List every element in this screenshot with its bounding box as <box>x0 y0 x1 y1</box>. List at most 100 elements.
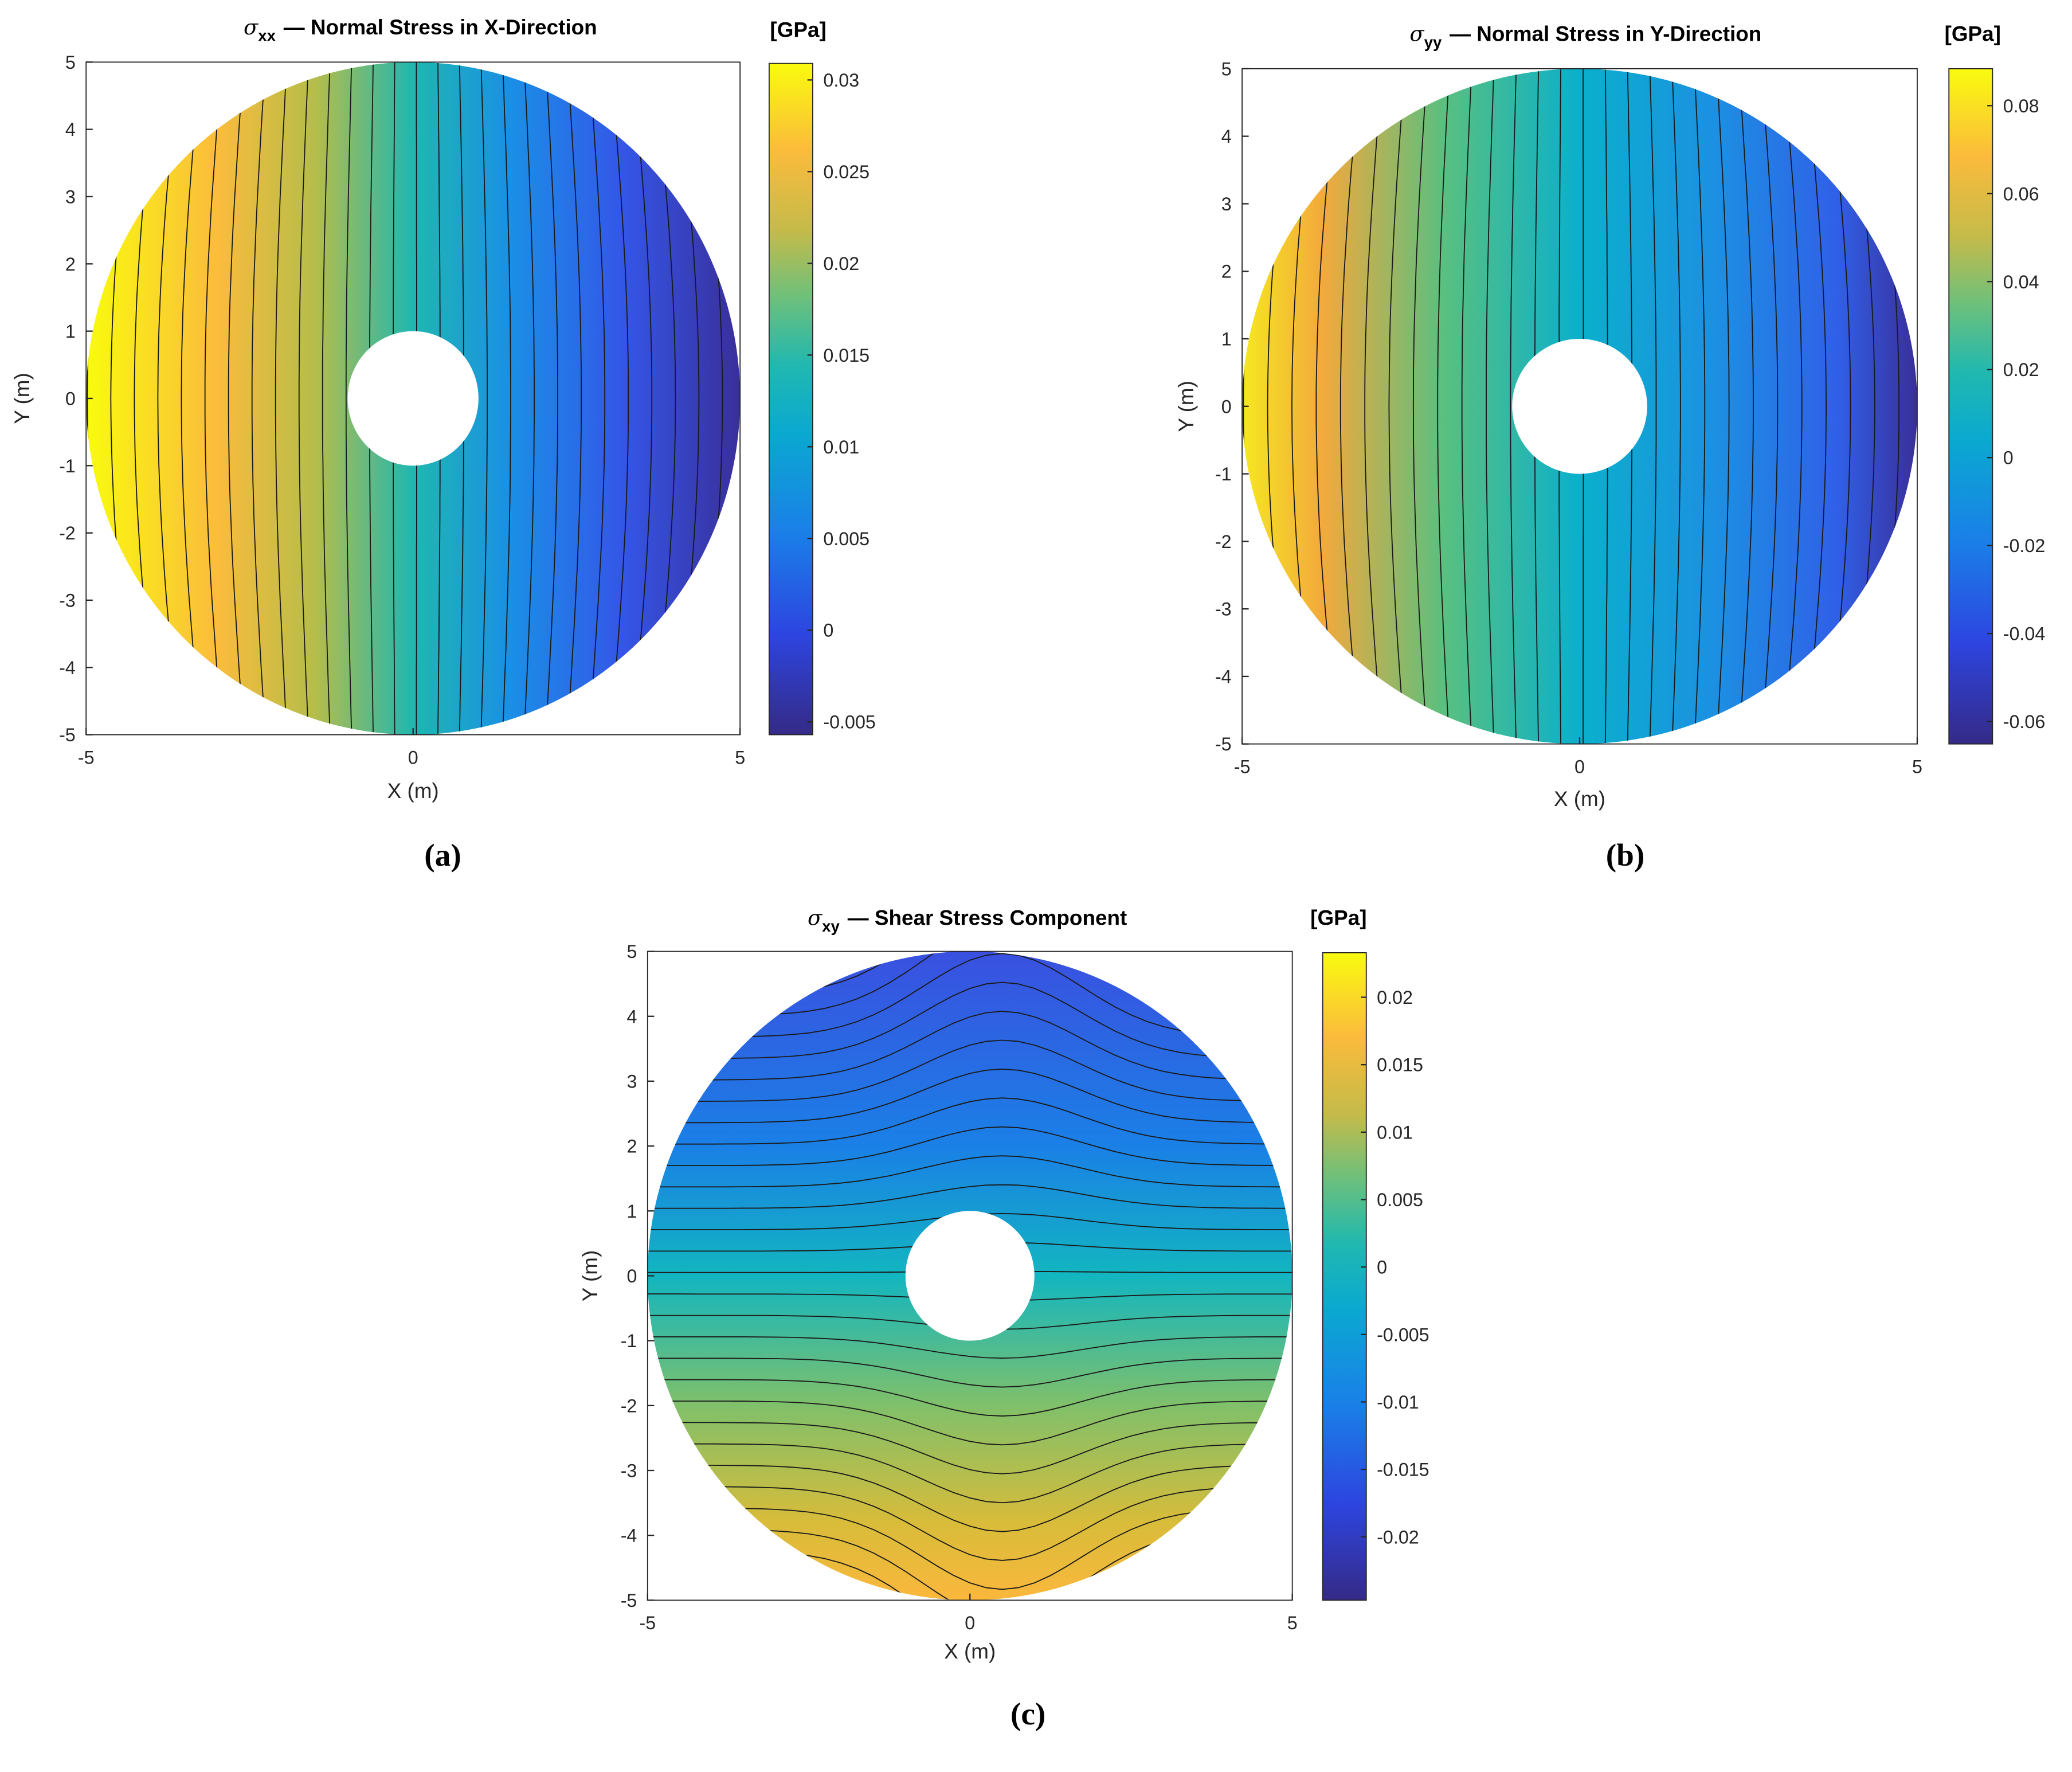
colorbar-tick-label: 0.08 <box>2003 96 2039 116</box>
x-tick-label: 0 <box>965 1613 975 1633</box>
colorbar-tick-label: 0.02 <box>823 253 859 274</box>
y-tick-label: -1 <box>621 1331 637 1351</box>
title-text: — Shear Stress Component <box>848 906 1127 929</box>
colorbar-tick-label: 0.025 <box>823 162 869 182</box>
colorbar-tick-label: -0.015 <box>1377 1460 1429 1480</box>
colorbar-tick-label: 0.02 <box>2003 359 2039 380</box>
panel-label: (a) <box>424 838 461 873</box>
y-tick-label: -2 <box>59 523 76 543</box>
contour-line <box>1486 68 1495 744</box>
colorbar-tick-label: -0.02 <box>2003 535 2046 556</box>
contour-line <box>647 1422 1292 1474</box>
colorbar-tick-label: 0.03 <box>823 70 859 91</box>
x-tick-label: -5 <box>1234 756 1251 777</box>
y-tick-label: 3 <box>1221 194 1232 214</box>
subplot: -5 0 5 -5 -4 -3 -2 -1 0 1 2 3 4 5 X (m) Y (m) σxy — Shear… <box>578 905 1429 1731</box>
y-tick-label: -4 <box>621 1525 637 1546</box>
colorbar-tick-label: -0.005 <box>1377 1324 1429 1345</box>
contour-line <box>228 62 245 735</box>
contour-line <box>1649 68 1657 744</box>
contour-line <box>647 1155 1292 1188</box>
y-tick-label: 1 <box>1221 329 1232 350</box>
contour-line <box>1437 68 1450 744</box>
x-tick-label: 0 <box>408 747 418 768</box>
contour-line <box>1461 68 1472 744</box>
colorbar-tick-label: 0 <box>2003 448 2014 468</box>
contour-line <box>647 1401 1292 1446</box>
y-tick-label: -1 <box>59 456 76 476</box>
colorbar <box>1322 952 1367 1601</box>
colorbar-tick-label: -0.005 <box>823 712 875 733</box>
hole <box>1512 339 1647 474</box>
contour-line <box>298 62 310 735</box>
contour-line <box>647 1379 1292 1417</box>
contour-line <box>545 62 559 735</box>
contour-line <box>1761 68 1779 744</box>
y-tick-label: -5 <box>1215 734 1232 754</box>
colorbar-tick-label: -0.04 <box>2003 624 2046 644</box>
contour-line <box>1510 68 1517 744</box>
hole <box>905 1211 1035 1341</box>
chart-title: σxy — Shear Stress Component <box>808 905 1127 935</box>
colorbar-label: [GPa] <box>1310 906 1366 929</box>
contour-line <box>647 1069 1292 1124</box>
panel-label: (b) <box>1606 838 1645 873</box>
y-tick-label: 4 <box>65 119 76 140</box>
colorbar-tick-label: 0.04 <box>2003 272 2039 292</box>
contour-line <box>1783 68 1803 744</box>
y-tick-label: -3 <box>59 590 76 611</box>
y-tick-label: 1 <box>626 1201 637 1222</box>
contour-line <box>345 62 352 735</box>
contour-line <box>502 62 511 735</box>
y-tick-label: 4 <box>626 1006 637 1027</box>
y-tick-label: 4 <box>1221 126 1232 147</box>
y-axis-label: Y (m) <box>10 373 34 424</box>
y-tick-label: 0 <box>65 388 76 409</box>
contour-line <box>647 1507 1292 1590</box>
colorbar-tick-label: 0.005 <box>823 529 869 549</box>
contour-line <box>647 1336 1292 1359</box>
contour-line <box>1738 68 1754 744</box>
y-tick-label: -5 <box>621 1590 637 1611</box>
title-text: — Normal Stress in X-Direction <box>284 15 597 39</box>
contour-line <box>631 62 653 735</box>
contour-line <box>1716 68 1730 744</box>
colorbar-tick-label: 0 <box>823 620 833 641</box>
panel-label: (c) <box>1010 1696 1045 1731</box>
contour-line <box>1671 68 1681 744</box>
title-symbol: σ <box>244 15 258 40</box>
contour-line <box>647 1465 1292 1532</box>
contour-line <box>1805 68 1827 744</box>
y-tick-label: 1 <box>65 321 76 342</box>
y-tick-label: 2 <box>626 1136 637 1157</box>
contour-line <box>204 62 223 735</box>
x-axis-label: X (m) <box>944 1640 996 1663</box>
contour-line <box>322 62 331 735</box>
colorbar-tick-label: 0.005 <box>1377 1190 1423 1210</box>
contour-line <box>647 1097 1292 1145</box>
y-tick-label: 5 <box>1221 58 1232 79</box>
y-tick-label: 0 <box>1221 396 1232 417</box>
y-tick-label: -4 <box>1215 666 1232 687</box>
colorbar-tick-label: 0 <box>1377 1257 1387 1278</box>
subplot: -5 0 5 -5 -4 -3 -2 -1 0 1 2 3 4 5 X (m) Y (m) σyy — Norma… <box>1174 21 2045 872</box>
contour-line <box>588 62 606 735</box>
contour-line <box>647 1011 1292 1081</box>
title-subscript: xx <box>258 26 276 44</box>
contour-line <box>480 62 488 735</box>
contour-line <box>1364 68 1384 744</box>
y-tick-label: 5 <box>65 52 76 73</box>
colorbar <box>768 62 813 736</box>
x-tick-label: 0 <box>1574 756 1585 777</box>
contour-line <box>1694 68 1706 744</box>
contour-line <box>647 1039 1292 1102</box>
y-tick-label: -5 <box>59 725 76 745</box>
title-symbol: σ <box>1409 21 1424 46</box>
title-subscript: xy <box>822 917 840 935</box>
y-tick-label: 2 <box>65 254 76 275</box>
colorbar-tick-label: -0.01 <box>1377 1392 1419 1413</box>
colorbar-tick-label: 0.02 <box>1377 987 1413 1008</box>
x-tick-label: 5 <box>1287 1613 1298 1633</box>
y-tick-label: -2 <box>621 1395 637 1416</box>
